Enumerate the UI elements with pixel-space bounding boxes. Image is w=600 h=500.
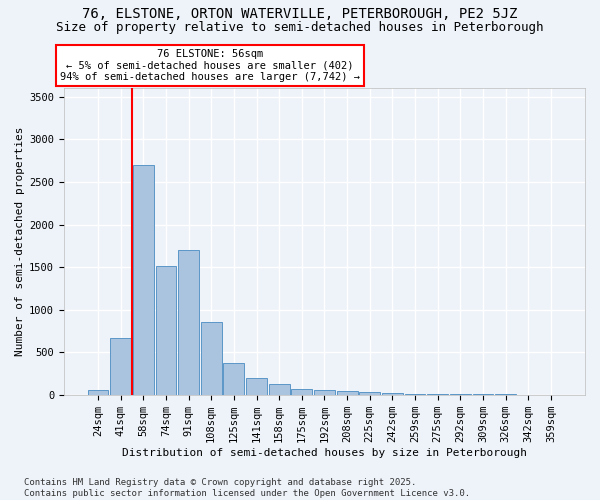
Bar [88,390,109,394]
Text: Size of property relative to semi-detached houses in Peterborough: Size of property relative to semi-detach… [56,21,544,34]
Bar [246,378,267,394]
Bar [359,392,380,394]
Bar [382,393,403,394]
Bar [201,322,221,394]
Bar [269,384,290,394]
Bar [337,392,358,394]
Bar [314,390,335,394]
Bar [178,250,199,394]
Bar [292,389,312,394]
Text: 76, ELSTONE, ORTON WATERVILLE, PETERBOROUGH, PE2 5JZ: 76, ELSTONE, ORTON WATERVILLE, PETERBORO… [82,8,518,22]
Y-axis label: Number of semi-detached properties: Number of semi-detached properties [15,127,25,356]
Text: 76 ELSTONE: 56sqm
← 5% of semi-detached houses are smaller (402)
94% of semi-det: 76 ELSTONE: 56sqm ← 5% of semi-detached … [60,49,360,82]
X-axis label: Distribution of semi-detached houses by size in Peterborough: Distribution of semi-detached houses by … [122,448,527,458]
Text: Contains HM Land Registry data © Crown copyright and database right 2025.
Contai: Contains HM Land Registry data © Crown c… [24,478,470,498]
Bar [110,338,131,394]
Bar [155,266,176,394]
Bar [133,165,154,394]
Bar [223,363,244,394]
